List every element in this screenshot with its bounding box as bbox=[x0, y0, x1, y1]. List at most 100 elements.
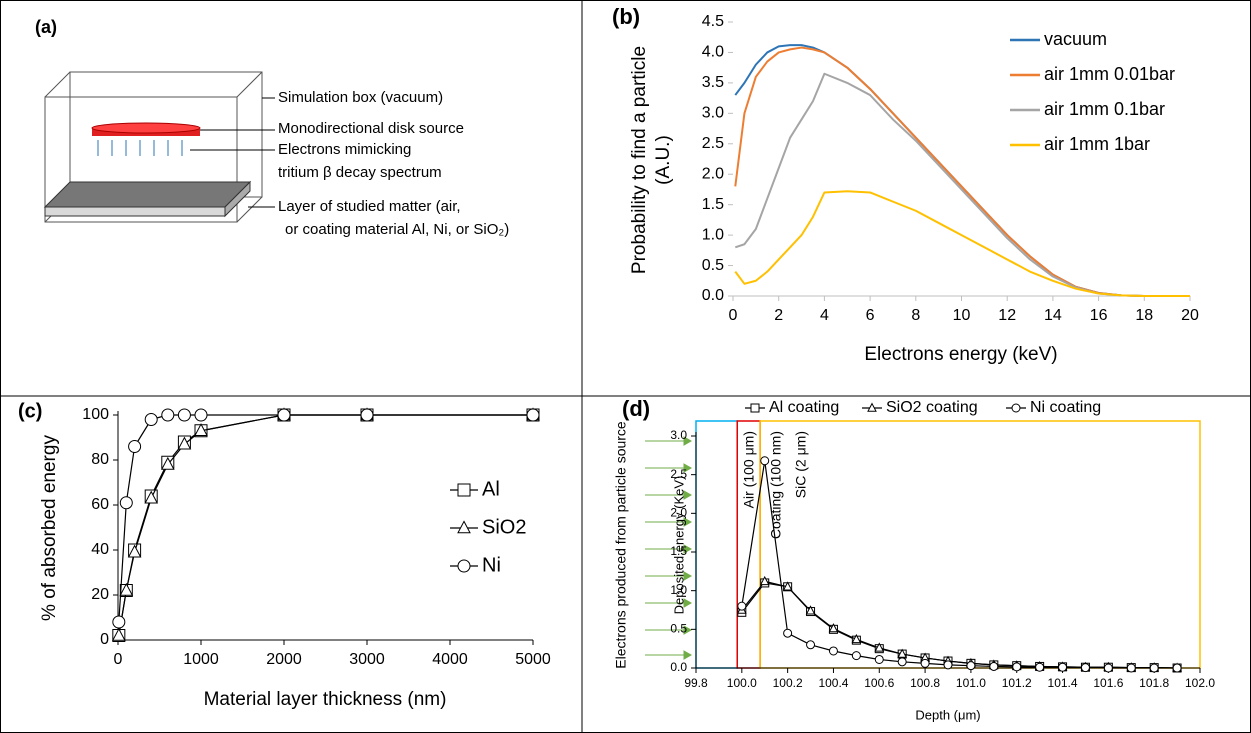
series-line bbox=[741, 582, 1178, 669]
legend-marker bbox=[750, 403, 760, 413]
x-tick-label: 10 bbox=[953, 307, 971, 324]
electron-arrows bbox=[97, 140, 183, 156]
legend-label: SiO2 bbox=[482, 516, 526, 538]
panel-label: (b) bbox=[612, 4, 640, 29]
marker bbox=[1080, 663, 1090, 673]
x-tick-label: 12 bbox=[998, 307, 1016, 324]
diagram-text: Electrons mimicking bbox=[278, 141, 411, 158]
y-tick-label: 3.0 bbox=[702, 105, 724, 122]
marker bbox=[194, 408, 208, 422]
x-tick-label: 0 bbox=[114, 651, 123, 668]
y-tick-label: 2.5 bbox=[702, 135, 724, 152]
leader-lines bbox=[190, 97, 275, 208]
region-label: Coating (100 nm) bbox=[768, 431, 784, 539]
region bbox=[759, 420, 1201, 669]
marker bbox=[119, 496, 133, 510]
legend-marker bbox=[1011, 403, 1021, 413]
legend-label: vacuum bbox=[1044, 29, 1107, 49]
y-tick-label: 80 bbox=[91, 451, 109, 468]
y-tick-label: 2.0 bbox=[670, 506, 687, 520]
x-tick-label: 101.0 bbox=[956, 676, 986, 690]
x-tick-label: 14 bbox=[1044, 307, 1062, 324]
marker bbox=[828, 646, 838, 656]
legend-marker bbox=[457, 520, 471, 534]
y-tick-label: 1.0 bbox=[702, 226, 724, 243]
marker bbox=[874, 654, 884, 664]
marker bbox=[1103, 663, 1113, 673]
matter-layer bbox=[44, 206, 226, 217]
y-tick-label: 2.0 bbox=[702, 165, 724, 182]
matter-layer bbox=[43, 181, 252, 208]
diagram-text: or coating material Al, Ni, or SiO₂) bbox=[285, 221, 509, 238]
x-tick-label: 2000 bbox=[266, 651, 302, 668]
marker bbox=[144, 490, 159, 504]
marker bbox=[897, 657, 907, 667]
x-tick-label: 2 bbox=[774, 307, 783, 324]
x-tick-label: 18 bbox=[1135, 307, 1153, 324]
marker bbox=[760, 456, 770, 466]
marker bbox=[874, 642, 885, 652]
series-line bbox=[734, 190, 1190, 297]
y-tick-label: 0.5 bbox=[670, 622, 687, 636]
x-axis-title: Depth (μm) bbox=[915, 707, 980, 722]
x-tick-label: 101.8 bbox=[1139, 676, 1169, 690]
marker bbox=[128, 440, 142, 453]
marker bbox=[177, 408, 191, 422]
y-tick-label: 2.5 bbox=[670, 467, 687, 481]
y-tick-label: 0 bbox=[100, 631, 109, 648]
x-axis-title: Material layer thickness (nm) bbox=[204, 689, 447, 710]
marker bbox=[806, 640, 816, 650]
marker bbox=[1149, 663, 1159, 673]
y-tick-label: 60 bbox=[91, 496, 109, 513]
x-tick-label: 101.2 bbox=[1002, 676, 1032, 690]
marker bbox=[144, 413, 158, 426]
panel-label: (d) bbox=[622, 396, 650, 421]
x-tick-label: 4 bbox=[820, 307, 829, 324]
y-tick-label: 100 bbox=[82, 406, 109, 423]
marker bbox=[759, 575, 770, 586]
marker bbox=[526, 408, 540, 422]
x-axis-title: Electrons energy (keV) bbox=[864, 344, 1057, 365]
x-tick-label: 100.4 bbox=[818, 676, 848, 690]
y-tick-label: 1.5 bbox=[702, 196, 724, 213]
legend-marker bbox=[457, 483, 471, 497]
series-line bbox=[734, 46, 1190, 297]
annotation: Electrons produced from particle source bbox=[613, 421, 629, 669]
diagram-text: Layer of studied matter (air, bbox=[278, 198, 461, 215]
legend-label: Ni bbox=[482, 554, 501, 576]
legend-label: air 1mm 1bar bbox=[1044, 134, 1150, 154]
marker bbox=[127, 544, 142, 558]
source-arrows bbox=[645, 436, 693, 660]
panel-label: (a) bbox=[35, 17, 57, 37]
region bbox=[695, 420, 738, 669]
diagram: (a) Simulation box (vacuum) Monodirectio… bbox=[35, 17, 509, 238]
chart: (b) 0 2 4 6 8 10 12 14 16 18 20 0.0 0.5 1.0 1.5 2.0 2.5 3.… bbox=[612, 4, 1199, 365]
region-label: SiC (2 μm) bbox=[793, 431, 809, 498]
y-tick-label: 0.5 bbox=[702, 257, 724, 274]
marker bbox=[112, 615, 126, 629]
x-tick-label: 101.6 bbox=[1093, 676, 1123, 690]
x-tick-label: 8 bbox=[911, 307, 920, 324]
marker bbox=[1058, 662, 1068, 672]
disk-source bbox=[91, 122, 201, 134]
panel-label: (c) bbox=[18, 400, 42, 422]
y-axis-title: Deposited energy (KeV) bbox=[671, 476, 686, 615]
diagram-text: tritium β decay spectrum bbox=[278, 164, 442, 181]
x-tick-label: 99.8 bbox=[684, 676, 708, 690]
marker bbox=[119, 582, 134, 596]
y-tick-label: 0.0 bbox=[670, 660, 687, 674]
marker bbox=[943, 660, 953, 670]
marker bbox=[277, 408, 291, 422]
series-line bbox=[741, 580, 1178, 669]
marker bbox=[112, 627, 126, 641]
marker bbox=[782, 581, 793, 591]
marker bbox=[1035, 662, 1045, 672]
x-tick-label: 20 bbox=[1181, 307, 1199, 324]
y-axis-title: % of absorbed energy bbox=[39, 435, 60, 621]
marker bbox=[897, 648, 908, 658]
x-tick-label: 1000 bbox=[183, 651, 219, 668]
y-axis-title: Probability to find a particle bbox=[629, 46, 650, 274]
marker bbox=[966, 661, 976, 671]
marker bbox=[360, 408, 374, 422]
